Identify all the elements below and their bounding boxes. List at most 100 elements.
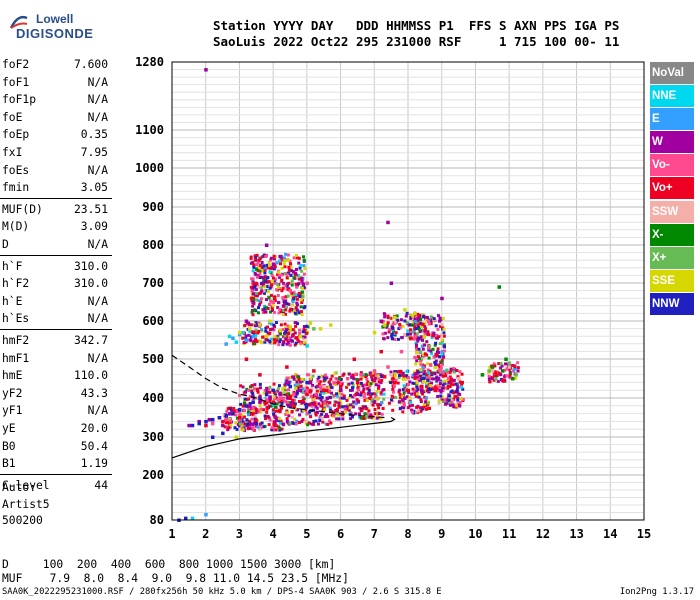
echo-dot — [497, 371, 501, 375]
x-tick-label: 7 — [371, 527, 378, 541]
echo-dot — [419, 377, 423, 381]
echo-dot — [280, 278, 284, 282]
echo-dot — [508, 375, 512, 379]
echo-dot — [285, 409, 289, 413]
echo-dot — [488, 365, 492, 369]
echo-dot — [438, 385, 442, 389]
y-tick-label: 80 — [150, 513, 164, 527]
echo-dot — [268, 270, 272, 274]
echo-dot — [267, 404, 271, 408]
echo-dot — [268, 286, 272, 290]
echo-dot — [409, 332, 413, 336]
echo-dot — [300, 377, 304, 381]
echo-dot — [419, 374, 423, 378]
echo-dot — [270, 341, 274, 345]
y-tick-label: 800 — [142, 238, 164, 252]
echo-dot — [269, 322, 273, 326]
echo-dot — [246, 321, 250, 325]
echo-dot — [365, 412, 369, 416]
echo-dot — [277, 273, 281, 277]
param-name: B1 — [2, 457, 16, 471]
echo-dot — [461, 387, 465, 391]
echo-dot — [422, 405, 426, 409]
param-row: foEp 0.35 — [0, 126, 112, 144]
echo-dot — [301, 294, 305, 298]
echo-dot — [419, 335, 423, 339]
echo-dot — [440, 323, 444, 327]
echo-dot — [273, 295, 277, 299]
echo-dot — [245, 387, 249, 391]
echo-dot — [413, 318, 417, 322]
echo-dot — [264, 417, 268, 421]
point-w — [221, 423, 225, 428]
echo-dot — [302, 401, 306, 405]
echo-dot — [367, 391, 371, 395]
echo-dot — [337, 401, 341, 405]
echo-dot — [415, 332, 419, 336]
echo-dot — [423, 316, 427, 320]
echo-dot — [271, 327, 275, 331]
echo-dot — [445, 369, 449, 373]
echo-dot — [291, 398, 295, 402]
echo-dot — [390, 326, 394, 330]
echo-dot — [379, 391, 383, 395]
echo-dot — [432, 377, 436, 381]
echo-dot — [251, 298, 255, 302]
echo-dot — [407, 335, 411, 339]
echo-dot — [251, 304, 255, 308]
echo-dot — [268, 399, 272, 403]
echo-dot — [456, 396, 460, 400]
echo-dot — [356, 386, 360, 390]
echo-dot — [409, 315, 413, 319]
echo-dot — [253, 254, 257, 258]
point-nnw — [305, 380, 309, 385]
echo-dot — [254, 421, 258, 425]
echo-dot — [266, 338, 270, 342]
profile-dashed-line — [171, 354, 385, 419]
echo-dot — [423, 329, 427, 333]
echo-dot — [254, 334, 258, 338]
echo-dot — [437, 399, 441, 403]
point-vo — [221, 419, 225, 424]
echo-dot — [253, 416, 257, 420]
echo-dot — [391, 387, 395, 391]
echo-dot — [283, 301, 287, 305]
echo-dot — [299, 310, 303, 314]
param-name: foEp — [2, 128, 30, 142]
echo-dot — [240, 413, 244, 417]
echo-dot — [411, 381, 415, 385]
echo-dot — [327, 419, 331, 423]
echo-dot — [253, 414, 257, 418]
echo-dot — [417, 347, 421, 351]
echo-dot — [458, 400, 462, 404]
echo-dot — [506, 363, 510, 367]
echo-dot — [339, 377, 343, 381]
echo-dot — [254, 287, 258, 291]
echo-dot — [413, 332, 417, 336]
echo-dot — [256, 425, 260, 429]
echo-dot — [425, 340, 429, 344]
param-value: N/A — [87, 110, 108, 124]
echo-dot — [294, 372, 298, 376]
echo-dot — [247, 388, 251, 392]
echo-dot — [436, 336, 440, 340]
param-value: 50.4 — [80, 439, 108, 453]
echo-dot — [296, 338, 300, 342]
echo-dot — [351, 395, 355, 399]
echo-dot — [239, 384, 243, 388]
echo-dot — [308, 402, 312, 406]
echo-dot — [269, 404, 273, 408]
param-value: 310.0 — [73, 259, 108, 273]
echo-dot — [263, 268, 267, 272]
echo-dot — [433, 385, 437, 389]
echo-dot — [256, 409, 260, 413]
echo-dot — [311, 374, 315, 378]
echo-dot — [284, 332, 288, 336]
echo-dot — [267, 423, 271, 427]
point-nnw — [204, 419, 208, 424]
echo-dot — [415, 336, 419, 340]
echo-dot — [262, 283, 266, 287]
echo-dot — [416, 319, 420, 323]
param-row: foF1 N/A — [0, 74, 112, 92]
echo-dot — [295, 308, 299, 312]
